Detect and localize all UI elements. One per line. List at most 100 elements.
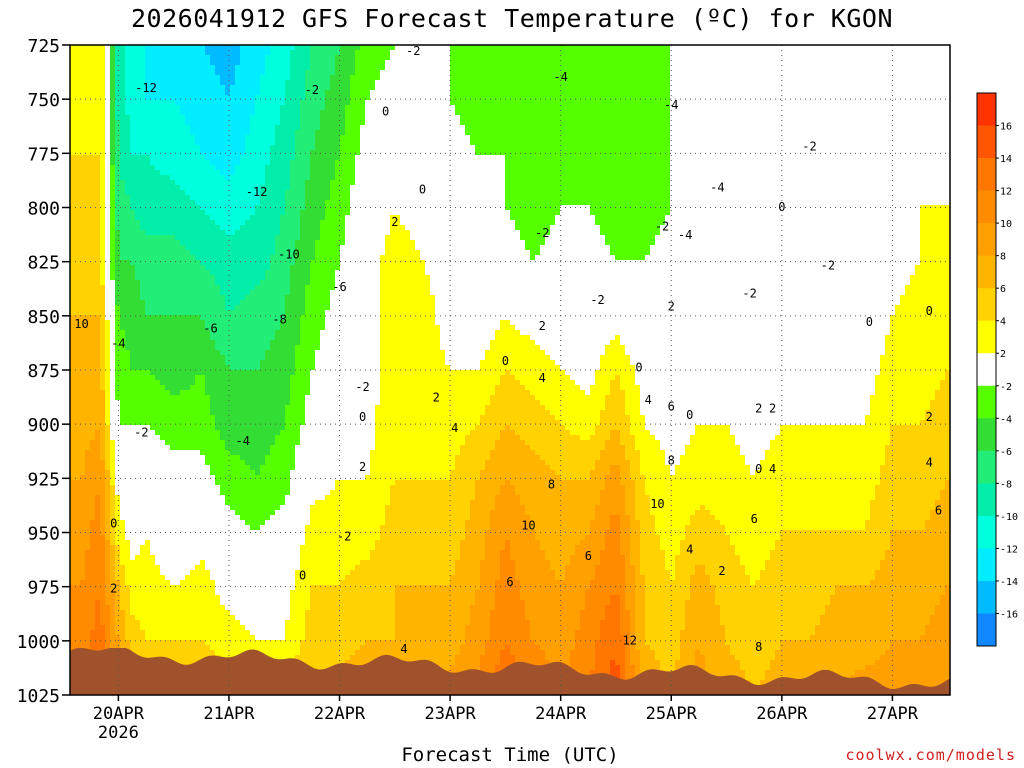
temperature-cell [140, 145, 146, 151]
temperature-cell [165, 85, 171, 91]
temperature-cell [140, 130, 146, 136]
temperature-cell [90, 115, 96, 121]
temperature-cell [140, 500, 146, 506]
temperature-cell [170, 175, 176, 181]
temperature-cell [155, 100, 161, 106]
temperature-cell [140, 95, 146, 101]
temperature-cell [180, 195, 186, 201]
temperature-cell [100, 405, 106, 411]
temperature-cell [155, 450, 161, 456]
temperature-cell [140, 190, 146, 196]
temperature-cell [110, 175, 116, 181]
temperature-cell [80, 465, 86, 471]
temperature-cell [135, 350, 141, 356]
temperature-cell [180, 190, 186, 196]
temperature-cell [100, 75, 106, 81]
temperature-cell [165, 410, 171, 416]
temperature-cell [125, 310, 131, 316]
temperature-cell [150, 335, 156, 341]
temperature-cell [150, 235, 156, 241]
temperature-cell [185, 120, 191, 126]
temperature-cell [130, 375, 136, 381]
temperature-cell [180, 110, 186, 116]
temperature-cell [140, 135, 146, 141]
temperature-cell [125, 115, 131, 121]
temperature-cell [135, 505, 141, 511]
temperature-cell [105, 615, 111, 621]
temperature-cell [75, 505, 81, 511]
temperature-cell [150, 415, 156, 421]
temperature-cell [190, 255, 196, 261]
temperature-cell [115, 120, 121, 126]
temperature-cell [155, 55, 161, 61]
temperature-cell [75, 390, 81, 396]
temperature-cell [140, 630, 146, 636]
temperature-cell [130, 560, 136, 566]
temperature-cell [100, 120, 106, 126]
temperature-cell [70, 630, 76, 636]
temperature-cell [115, 140, 121, 146]
temperature-cell [130, 310, 136, 316]
temperature-cell [115, 550, 121, 556]
temperature-cell [135, 120, 141, 126]
temperature-cell [135, 635, 141, 641]
temperature-cell [110, 360, 116, 366]
temperature-cell [70, 100, 76, 106]
temperature-cell [100, 510, 106, 516]
temperature-cell [165, 455, 171, 461]
temperature-cell [140, 535, 146, 541]
temperature-cell [90, 225, 96, 231]
temperature-cell [100, 170, 106, 176]
temperature-cell [95, 185, 101, 191]
temperature-cell [170, 290, 176, 296]
temperature-cell [135, 535, 141, 541]
temperature-cell [150, 370, 156, 376]
temperature-cell [70, 465, 76, 471]
temperature-cell [100, 540, 106, 546]
temperature-cell [100, 585, 106, 591]
temperature-cell [115, 610, 121, 616]
temperature-cell [105, 240, 111, 246]
temperature-cell [100, 555, 106, 561]
temperature-cell [85, 280, 91, 286]
temperature-cell [150, 100, 156, 106]
temperature-cell [185, 505, 191, 511]
temperature-cell [75, 270, 81, 276]
temperature-cell [110, 545, 116, 551]
temperature-cell [95, 360, 101, 366]
temperature-cell [135, 355, 141, 361]
temperature-cell [120, 185, 126, 191]
temperature-cell [75, 105, 81, 111]
temperature-cell [95, 85, 101, 91]
temperature-cell [125, 565, 131, 571]
temperature-cell [95, 60, 101, 66]
temperature-cell [175, 560, 181, 566]
temperature-cell [80, 635, 86, 641]
temperature-cell [85, 610, 91, 616]
temperature-cell [120, 140, 126, 146]
temperature-cell [80, 350, 86, 356]
temperature-cell [95, 275, 101, 281]
temperature-cell [185, 410, 191, 416]
temperature-cell [110, 310, 116, 316]
temperature-cell [135, 570, 141, 576]
temperature-cell [70, 375, 76, 381]
temperature-cell [70, 300, 76, 306]
temperature-cell [110, 555, 116, 561]
temperature-cell [175, 435, 181, 441]
temperature-cell [100, 290, 106, 296]
temperature-cell [165, 70, 171, 76]
temperature-cell [125, 335, 131, 341]
temperature-cell [185, 385, 191, 391]
temperature-cell [85, 375, 91, 381]
temperature-cell [80, 370, 86, 376]
temperature-cell [85, 335, 91, 341]
temperature-cell [125, 150, 131, 156]
temperature-cell [160, 385, 166, 391]
temperature-cell [135, 585, 141, 591]
temperature-cell [125, 60, 131, 66]
temperature-cell [135, 460, 141, 466]
temperature-cell [105, 220, 111, 226]
temperature-cell [165, 225, 171, 231]
temperature-cell [155, 350, 161, 356]
